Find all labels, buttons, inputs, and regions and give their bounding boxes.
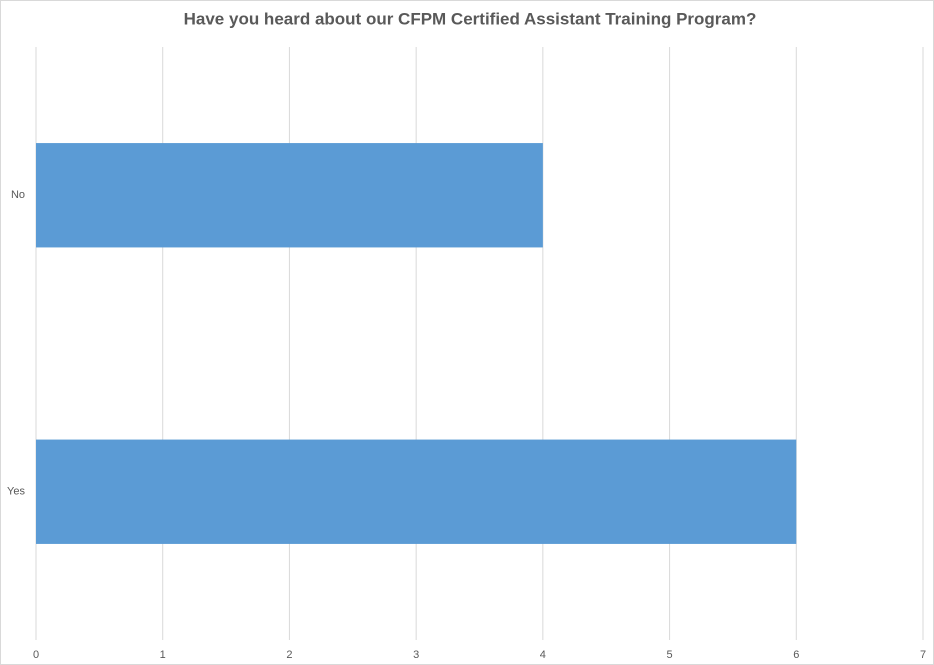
x-tick-label: 5 [667, 649, 673, 661]
x-tick-label: 7 [920, 649, 926, 661]
bar [36, 439, 797, 544]
bar [36, 143, 543, 248]
x-tick-label: 3 [413, 649, 419, 661]
x-tick-label: 0 [33, 649, 39, 661]
x-tick-label: 2 [286, 649, 292, 661]
y-tick-label: Yes [7, 486, 25, 498]
x-tick-label: 6 [793, 649, 799, 661]
x-tick-label: 4 [540, 649, 546, 661]
y-tick-label: No [11, 189, 25, 201]
chart-title: Have you heard about our CFPM Certified … [184, 9, 757, 28]
x-tick-label: 1 [160, 649, 166, 661]
